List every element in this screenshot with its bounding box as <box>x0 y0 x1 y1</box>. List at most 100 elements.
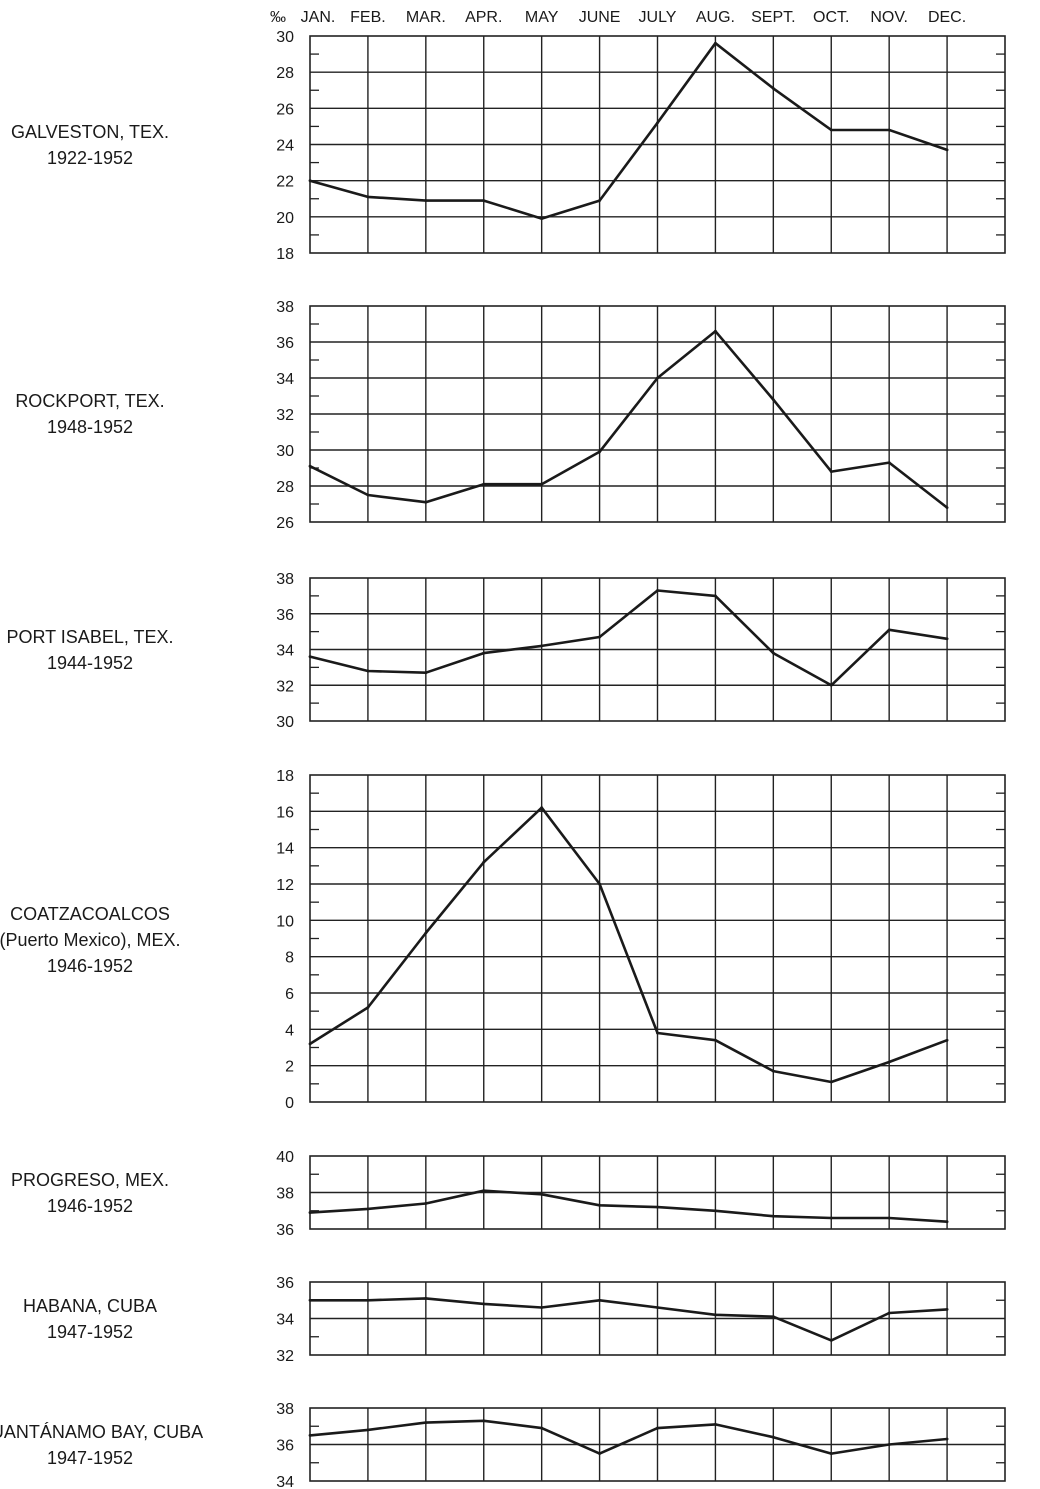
data-point <box>771 1069 775 1073</box>
station-years: 1946-1952 <box>47 1196 133 1216</box>
data-point <box>424 1202 428 1205</box>
y-tick-label: 2 <box>285 1059 294 1076</box>
y-tick-label: 30 <box>276 714 294 731</box>
y-tick-label: 18 <box>276 246 294 263</box>
y-tick-label: 36 <box>276 1438 294 1455</box>
station-name: COATZACOALCOS <box>10 904 170 924</box>
data-point <box>945 1437 949 1441</box>
station-years: 1948-1952 <box>47 417 133 437</box>
unit-label: ‰ <box>270 9 286 26</box>
plot-frame <box>309 1407 1006 1482</box>
data-point <box>366 1428 370 1432</box>
data-point <box>945 1220 949 1224</box>
data-point <box>656 1031 659 1035</box>
plot-frame <box>309 1281 1006 1356</box>
month-label: MAR. <box>406 9 446 26</box>
data-point <box>714 1423 717 1426</box>
data-point <box>424 1421 428 1424</box>
plot-frame <box>309 1155 1006 1230</box>
data-point <box>656 1205 659 1209</box>
data-point <box>482 482 486 486</box>
data-point <box>424 1297 428 1300</box>
month-label: JUNE <box>579 9 621 26</box>
data-point <box>656 376 659 380</box>
y-tick-label: 26 <box>276 515 294 532</box>
station-name: GALVESTON, TEX. <box>11 122 169 142</box>
data-point <box>656 1306 659 1309</box>
plot-frame <box>309 577 1006 722</box>
station-name: PORT ISABEL, TEX. <box>6 627 173 647</box>
y-tick-label: 22 <box>276 174 294 191</box>
data-point <box>829 1452 833 1456</box>
y-tick-label: 32 <box>276 1348 294 1365</box>
y-tick-label: 36 <box>276 1222 294 1239</box>
data-point <box>656 589 659 592</box>
data-point <box>714 1313 717 1317</box>
station-years: 1944-1952 <box>47 653 133 673</box>
station-years: 1947-1952 <box>47 1448 133 1468</box>
data-point <box>308 179 312 183</box>
data-point <box>366 1006 370 1009</box>
y-tick-label: 32 <box>276 407 294 424</box>
y-tick-label: 40 <box>276 1149 294 1166</box>
plot-frame <box>309 305 1006 523</box>
data-point <box>540 806 544 810</box>
y-tick-label: 34 <box>276 1312 294 1329</box>
data-point <box>308 1211 312 1214</box>
data-point <box>945 637 949 641</box>
month-label: NOV. <box>870 9 908 26</box>
data-point <box>887 1216 891 1220</box>
month-label: AUG. <box>696 9 735 26</box>
y-tick-label: 36 <box>276 335 294 352</box>
y-tick-label: 6 <box>285 986 294 1003</box>
data-point <box>308 1042 312 1046</box>
data-point <box>540 482 544 486</box>
data-point <box>829 128 833 132</box>
month-label: DEC. <box>928 9 966 26</box>
data-point <box>482 1189 486 1193</box>
y-tick-label: 34 <box>276 643 294 660</box>
data-point <box>366 669 370 673</box>
data-point <box>771 1435 775 1439</box>
y-tick-label: 32 <box>276 678 294 695</box>
data-point <box>945 1307 949 1311</box>
data-point <box>308 655 312 659</box>
plot-frame <box>309 35 1006 254</box>
data-point <box>945 148 949 152</box>
data-point <box>598 1298 601 1302</box>
data-point <box>424 931 428 935</box>
station-panel: GUANTÁNAMO BAY, CUBA 1947-1952 34 36 38 <box>0 1401 1006 1489</box>
y-tick-label: 18 <box>276 768 294 785</box>
data-point <box>540 217 544 221</box>
data-point <box>887 1060 891 1064</box>
data-point <box>829 1080 833 1084</box>
salinity-line <box>309 806 948 1084</box>
data-point <box>424 500 428 504</box>
month-label: OCT. <box>813 9 849 26</box>
data-point <box>887 1443 891 1446</box>
data-point <box>424 199 428 202</box>
data-point <box>714 41 717 45</box>
data-point <box>540 1306 544 1309</box>
data-point <box>887 461 891 464</box>
data-point <box>656 121 659 125</box>
y-tick-label: 38 <box>276 571 294 588</box>
data-point <box>714 329 717 333</box>
data-point <box>771 87 775 90</box>
station-name-line2: (Puerto Mexico), MEX. <box>0 930 181 950</box>
data-point <box>482 1419 486 1423</box>
station-panel: HABANA, CUBA 1947-1952 32 34 36 <box>23 1275 1006 1365</box>
month-label: APR. <box>465 9 502 26</box>
salinity-line <box>310 1297 948 1342</box>
y-tick-label: 34 <box>276 371 294 388</box>
y-tick-label: 16 <box>276 804 294 821</box>
data-point <box>308 1433 312 1437</box>
data-point <box>656 1426 659 1430</box>
station-name: GUANTÁNAMO BAY, CUBA <box>0 1422 203 1442</box>
month-label: SEPT. <box>751 9 795 26</box>
plot-frame <box>309 774 1006 1103</box>
y-tick-label: 0 <box>285 1095 294 1112</box>
y-tick-label: 36 <box>276 607 294 624</box>
data-point <box>829 1339 833 1342</box>
data-point <box>829 470 833 473</box>
